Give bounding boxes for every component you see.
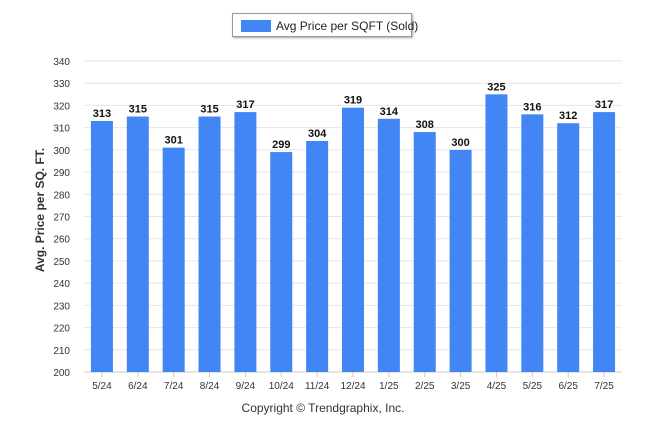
bar-value-label: 325 [487, 81, 505, 93]
y-tick-label: 210 [53, 346, 70, 357]
y-tick-label: 200 [53, 368, 70, 379]
y-tick-label: 310 [53, 124, 70, 135]
bar [126, 116, 149, 373]
y-tick-label: 300 [53, 146, 70, 157]
y-tick-label: 320 [53, 101, 70, 112]
legend-label: Avg Price per SQFT (Sold) [276, 19, 419, 33]
bar [593, 112, 616, 372]
bar [162, 147, 185, 372]
bar [234, 112, 257, 372]
x-tick-label: 5/24 [92, 381, 112, 392]
bar [90, 120, 113, 372]
x-tick-label: 3/25 [451, 381, 471, 392]
y-tick-label: 250 [53, 257, 70, 268]
x-tick-label: 7/25 [594, 381, 614, 392]
x-tick-label: 10/24 [269, 381, 294, 392]
bar-value-label: 312 [559, 110, 577, 122]
y-axis-label: Avg. Price per SQ. FT. [33, 147, 47, 273]
bar [377, 118, 400, 372]
bar [306, 140, 329, 372]
bar-value-label: 304 [308, 128, 327, 140]
y-tick-label: 280 [53, 190, 70, 201]
y-tick-label: 230 [53, 301, 70, 312]
copyright-text: Copyright © Trendgraphix, Inc. [241, 401, 405, 415]
bar [270, 152, 293, 372]
bar-value-label: 316 [523, 101, 541, 113]
x-tick-label: 7/24 [164, 381, 184, 392]
bar-value-label: 315 [129, 104, 147, 116]
y-tick-label: 220 [53, 324, 70, 335]
y-tick-label: 260 [53, 235, 70, 246]
bar [342, 107, 364, 373]
x-tick-label: 2/25 [415, 381, 435, 392]
bar [557, 123, 580, 372]
x-tick-label: 5/25 [523, 381, 543, 392]
bar [485, 94, 508, 373]
bar-value-label: 313 [93, 108, 111, 120]
x-tick-label: 12/24 [340, 381, 365, 392]
x-tick-label: 4/25 [487, 381, 507, 392]
bar [198, 116, 221, 373]
bar-value-label: 319 [344, 95, 362, 107]
y-tick-label: 270 [53, 213, 70, 224]
bar-value-label: 317 [595, 99, 613, 111]
x-tick-label: 1/25 [379, 381, 399, 392]
bar [521, 114, 544, 373]
legend[interactable]: Avg Price per SQFT (Sold) [232, 13, 418, 37]
y-tick-label: 330 [53, 79, 70, 90]
x-tick-label: 6/24 [128, 381, 148, 392]
bar-value-label: 301 [164, 135, 182, 147]
x-tick-label: 9/24 [236, 381, 256, 392]
x-tick-label: 8/24 [200, 381, 220, 392]
y-tick-label: 290 [53, 168, 70, 179]
x-tick-label: 11/24 [305, 381, 330, 392]
bar-value-label: 300 [451, 137, 469, 149]
bar-value-label: 308 [416, 119, 434, 131]
bar [413, 132, 436, 372]
bar-value-label: 314 [380, 106, 399, 118]
bar [449, 149, 472, 372]
y-tick-label: 340 [53, 57, 70, 68]
bar-value-label: 317 [236, 99, 254, 111]
bar-value-label: 315 [200, 104, 218, 116]
y-tick-label: 240 [53, 279, 70, 290]
bar-value-label: 299 [272, 139, 290, 151]
legend-swatch [241, 20, 271, 32]
x-tick-label: 6/25 [558, 381, 578, 392]
